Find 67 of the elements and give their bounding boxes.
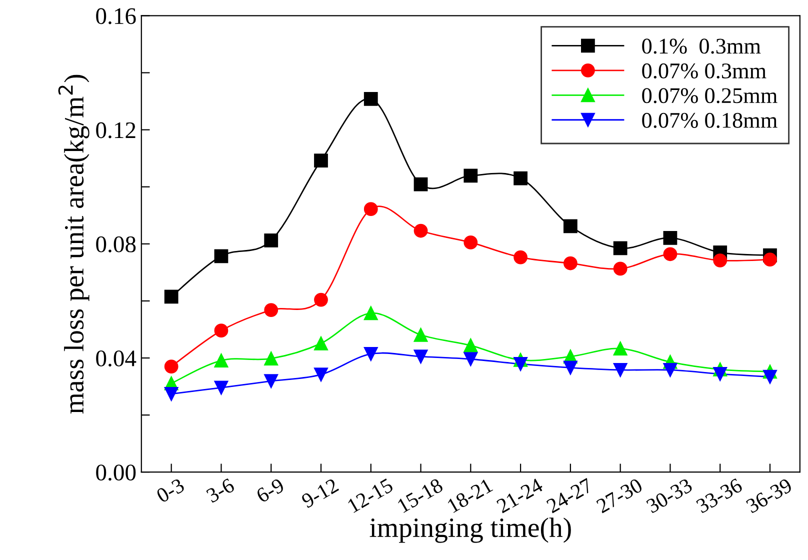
point [464, 352, 478, 366]
point [264, 352, 278, 366]
point [663, 230, 678, 245]
legend-label: 0.07% 0.3mm [642, 63, 766, 79]
y-tick-label: 0.00 [96, 464, 136, 481]
point [414, 328, 428, 342]
point [364, 306, 378, 320]
x-tick-label: 18-21 [446, 478, 494, 514]
x-tick-label: 6-9 [255, 478, 286, 504]
x-axis-title: impinging time(h) [370, 518, 571, 543]
point [314, 292, 328, 307]
point [214, 324, 228, 338]
x-tick-label: 21-24 [496, 478, 544, 514]
point [264, 303, 278, 318]
y-tick-label: 0.08 [96, 236, 136, 252]
x-tick-label: 27-30 [596, 478, 644, 514]
point [164, 386, 178, 401]
x-tick-label: 3-6 [206, 478, 236, 504]
point [314, 154, 328, 168]
legend-label: 0.1% 0.3mm [642, 38, 761, 54]
point [713, 253, 728, 268]
point [164, 360, 178, 374]
point [563, 360, 578, 375]
point [613, 363, 628, 377]
point [713, 367, 728, 381]
point [414, 224, 428, 238]
point [414, 177, 428, 192]
y-tick-label: 0.12 [96, 122, 136, 138]
point [364, 202, 378, 216]
y-tick-label: 0.04 [96, 350, 136, 367]
point [613, 241, 628, 256]
x-tick-label: 36-39 [745, 478, 793, 514]
point [464, 338, 478, 352]
point [663, 363, 678, 377]
point [563, 219, 578, 234]
x-tick-label: 12-15 [347, 478, 394, 514]
point [563, 256, 578, 270]
point [763, 370, 777, 384]
x-tick-label: 9-12 [300, 478, 340, 508]
point [514, 357, 528, 371]
point [164, 290, 178, 304]
point [264, 374, 278, 388]
x-tick-label: 0-3 [156, 478, 186, 504]
legend-label: 0.07% 0.25mm [642, 88, 778, 104]
point [613, 262, 628, 276]
point [214, 354, 228, 368]
x-tick-label: 15-18 [396, 478, 444, 514]
point [314, 336, 328, 350]
point [364, 92, 378, 106]
point [663, 247, 678, 262]
point [464, 168, 478, 183]
point [613, 342, 628, 356]
point [414, 350, 428, 364]
point [214, 249, 228, 264]
point [514, 250, 528, 264]
point [464, 236, 478, 250]
x-tick-label: 30-33 [646, 478, 694, 514]
y-axis-title: mass loss per unit area(kg/m$^{2}$) [58, 74, 90, 414]
point [314, 368, 328, 382]
point [763, 252, 777, 267]
legend-label: 0.07% 0.18mm [642, 112, 778, 128]
x-tick-label: 33-36 [696, 478, 744, 514]
point [214, 380, 228, 395]
point [364, 347, 378, 361]
y-tick-label: 0.16 [96, 8, 136, 24]
point [514, 171, 528, 186]
point [264, 234, 278, 248]
